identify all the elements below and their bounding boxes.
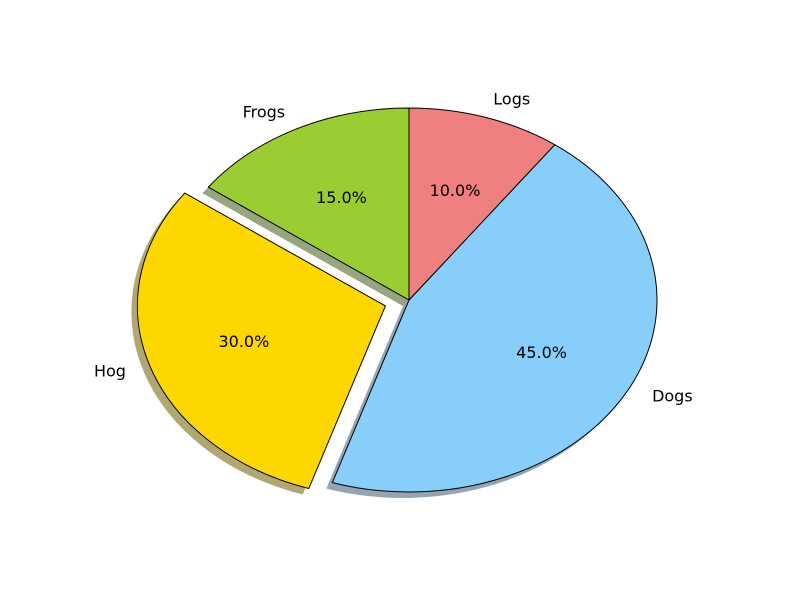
pct-label-logs: 10.0% <box>430 181 481 200</box>
category-label-dogs: Dogs <box>652 386 693 405</box>
pie-labels: 15.0% Frogs 30.0% Hog 45.0% Dogs 10.0% Logs <box>94 90 693 406</box>
category-label-logs: Logs <box>493 90 530 109</box>
category-label-frogs: Frogs <box>243 102 286 121</box>
pct-label-hog: 30.0% <box>218 332 269 351</box>
pct-label-dogs: 45.0% <box>516 343 567 362</box>
slice-dogs <box>331 144 658 493</box>
pct-label-frogs: 15.0% <box>316 188 367 207</box>
pie-slices <box>136 107 658 493</box>
slice-hog <box>136 192 386 490</box>
slice-frogs <box>207 107 410 301</box>
category-label-hog: Hog <box>94 362 126 381</box>
slice-logs <box>408 107 556 301</box>
